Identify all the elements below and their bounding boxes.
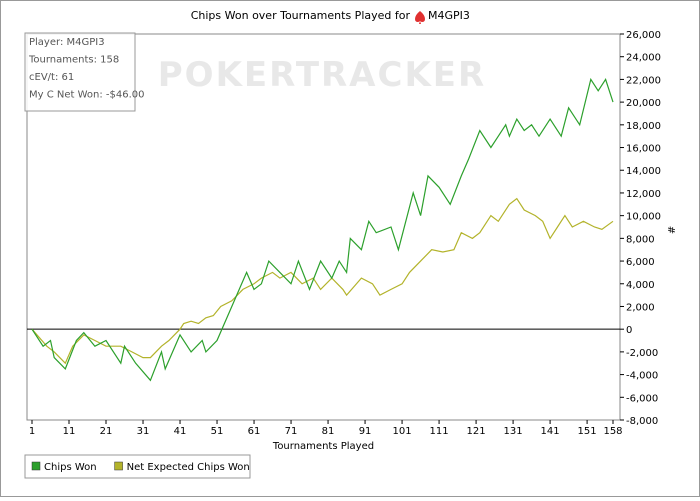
legend-label: Net Expected Chips Won <box>127 462 250 473</box>
y-tick-label: 18,000 <box>626 121 661 132</box>
x-tick-label: 141 <box>541 426 560 437</box>
chart-title: Chips Won over Tournaments Played for <box>191 9 411 22</box>
info-line: Player: M4GPI3 <box>29 37 105 48</box>
info-box <box>24 32 136 112</box>
y-tick-label: -6,000 <box>626 393 658 404</box>
x-tick-label: 81 <box>322 426 335 437</box>
x-tick-label: 61 <box>248 426 261 437</box>
y-tick-label: -4,000 <box>626 371 658 382</box>
x-tick-label: 131 <box>504 426 523 437</box>
x-tick-label: 111 <box>430 426 449 437</box>
legend-box <box>24 454 251 479</box>
x-tick-label: 91 <box>359 426 372 437</box>
x-tick-label: 41 <box>174 426 187 437</box>
y-tick-label: 10,000 <box>626 212 661 223</box>
y-tick-label: 4,000 <box>626 280 655 291</box>
y-tick-label: 12,000 <box>626 189 661 200</box>
x-axis-label: Tournaments Played <box>272 441 374 452</box>
y-tick-label: 22,000 <box>626 75 661 86</box>
x-tick-label: 21 <box>100 426 113 437</box>
info-line: My C Net Won: -$46.00 <box>29 90 145 101</box>
y-tick-label: 14,000 <box>626 166 661 177</box>
series-line <box>31 77 614 382</box>
series-line <box>31 197 614 365</box>
info-line: cEV/t: 61 <box>29 72 74 83</box>
x-tick-label: 11 <box>63 426 76 437</box>
y-axis-label: # <box>665 226 676 234</box>
info-line: Tournaments: 158 <box>28 55 119 66</box>
y-tick-label: 16,000 <box>626 144 661 155</box>
x-tick-label: 151 <box>578 426 597 437</box>
legend-swatch <box>114 461 123 471</box>
legend-swatch <box>31 461 41 471</box>
y-tick-label: 26,000 <box>626 30 661 41</box>
y-tick-label: 20,000 <box>626 98 661 109</box>
y-tick-label: -2,000 <box>626 348 658 359</box>
player-name: M4GPI3 <box>428 9 470 22</box>
legend-label: Chips Won <box>44 462 97 473</box>
y-tick-label: 8,000 <box>626 234 655 245</box>
y-tick-label: 24,000 <box>626 53 661 64</box>
x-tick-label: 51 <box>211 426 224 437</box>
y-tick-label: 6,000 <box>626 257 655 268</box>
x-tick-label: 101 <box>393 426 412 437</box>
x-tick-label: 158 <box>603 426 622 437</box>
x-tick-label: 121 <box>467 426 486 437</box>
y-tick-label: -8,000 <box>626 416 658 427</box>
y-tick-label: 2,000 <box>626 302 655 313</box>
x-tick-label: 71 <box>285 426 298 437</box>
x-tick-label: 31 <box>137 426 150 437</box>
y-tick-label: 0 <box>626 325 632 336</box>
watermark: POKERTRACKER <box>158 55 486 95</box>
x-tick-label: 1 <box>29 426 35 437</box>
spade-icon <box>415 11 425 24</box>
